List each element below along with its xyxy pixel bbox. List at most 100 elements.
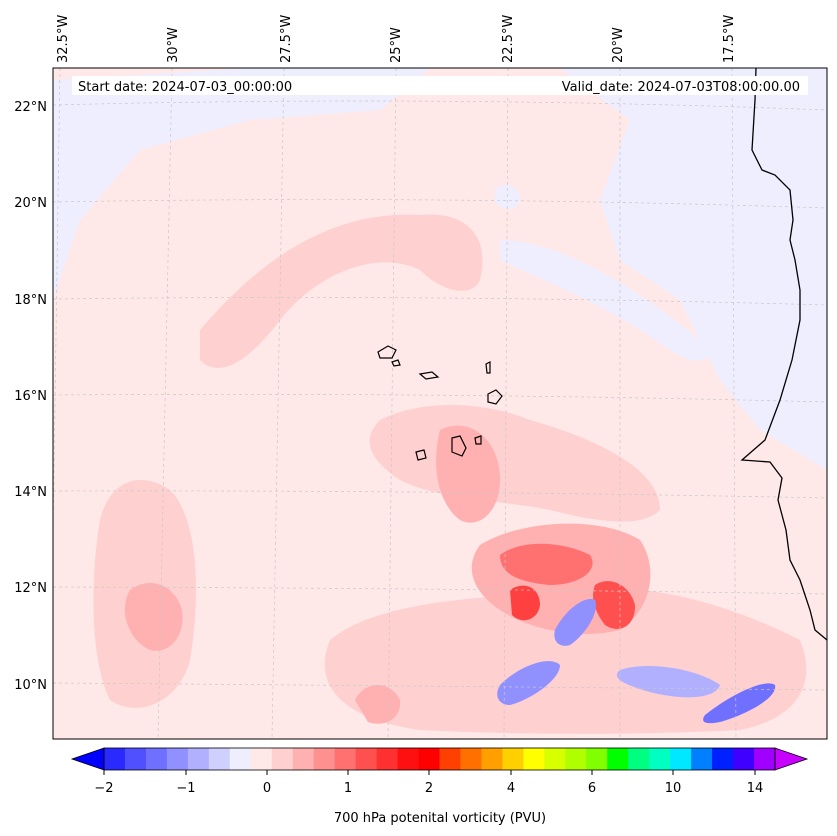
colorbar-cell bbox=[460, 748, 482, 770]
colorbar-tick-label: 6 bbox=[588, 781, 596, 796]
colorbar-tick-label: 1 bbox=[344, 781, 352, 796]
pv-field bbox=[53, 68, 827, 734]
island-maio bbox=[474, 435, 482, 445]
colorbar-cell bbox=[229, 748, 252, 770]
lon-label: 20°W bbox=[611, 27, 626, 63]
colorbar-tick-label: 4 bbox=[507, 781, 515, 796]
lat-label: 16°N bbox=[14, 389, 47, 404]
coastline-west-africa bbox=[740, 67, 828, 641]
colorbar-tick-label: 0 bbox=[263, 781, 271, 796]
valid-date-label: Valid_date: 2024-07-03T08:00:00.00 bbox=[562, 80, 800, 95]
gridline-lat-12 bbox=[53, 586, 827, 595]
gridlines bbox=[53, 68, 827, 739]
map-frame bbox=[52, 67, 828, 740]
pv-negative-streak-3 bbox=[703, 683, 776, 724]
colorbar-cell bbox=[355, 748, 378, 770]
colorbar-cell bbox=[124, 748, 147, 770]
pv-core-center bbox=[510, 585, 540, 621]
colorbar-cell bbox=[712, 748, 734, 770]
colorbar-cell bbox=[649, 748, 671, 770]
lon-label: 27.5°W bbox=[279, 15, 294, 63]
gridline-lon-225 bbox=[503, 68, 509, 739]
island-santiago bbox=[451, 435, 467, 457]
gridline-lon-30 bbox=[157, 68, 173, 739]
colorbar-cell bbox=[145, 748, 168, 770]
lat-label: 18°N bbox=[14, 293, 47, 308]
colorbar-extend-low bbox=[70, 747, 105, 771]
map-panel: Start date: 2024-07-03_00:00:00 Valid_da… bbox=[52, 67, 828, 740]
island-sal bbox=[485, 361, 491, 374]
colorbar-cell bbox=[376, 748, 399, 770]
lat-label: 12°N bbox=[14, 581, 47, 596]
gridline-lon-275 bbox=[271, 68, 285, 739]
colorbar-cell bbox=[271, 748, 294, 770]
colorbar-cell bbox=[418, 748, 440, 770]
colorbar-extend-high bbox=[774, 747, 809, 771]
pv-core-east bbox=[593, 581, 636, 629]
colorbar-tick-label: 14 bbox=[747, 781, 764, 796]
colorbar-tick-label: 2 bbox=[425, 781, 433, 796]
cape-verde-islands bbox=[377, 345, 503, 461]
lat-label: 22°N bbox=[14, 100, 47, 115]
gridline-lat-14 bbox=[53, 490, 827, 499]
pv-cell-west bbox=[124, 582, 183, 651]
colorbar-cell bbox=[544, 748, 566, 770]
gridline-lat-18 bbox=[53, 297, 827, 306]
colorbar-cell bbox=[607, 748, 629, 770]
colorbar-cell bbox=[670, 748, 692, 770]
colorbar-cell bbox=[334, 748, 357, 770]
colorbar-cells bbox=[104, 748, 776, 770]
gridline-lon-25 bbox=[387, 68, 397, 739]
island-sao-vicente bbox=[391, 359, 401, 367]
island-fogo bbox=[415, 449, 427, 461]
lon-label: 17.5°W bbox=[722, 15, 737, 63]
island-boa-vista bbox=[487, 389, 503, 405]
pv-region-negative-nw bbox=[53, 68, 430, 300]
pv-negative-streak-4 bbox=[616, 665, 720, 698]
lon-label: 22.5°W bbox=[501, 15, 516, 63]
lon-label: 32.5°W bbox=[56, 15, 71, 63]
colorbar-cell bbox=[439, 748, 461, 770]
colorbar-cell bbox=[628, 748, 650, 770]
colorbar-tick-label: −1 bbox=[176, 781, 195, 796]
colorbar-cell bbox=[523, 748, 545, 770]
colorbar-cell bbox=[502, 748, 524, 770]
lat-label: 14°N bbox=[14, 485, 47, 500]
colorbar-cell bbox=[691, 748, 713, 770]
colorbar-cell bbox=[208, 748, 231, 770]
pv-band-north bbox=[200, 214, 483, 368]
start-date-label: Start date: 2024-07-03_00:00:00 bbox=[78, 80, 292, 95]
pv-region-negative-ne bbox=[560, 68, 827, 470]
pv-core-north bbox=[500, 543, 593, 585]
colorbar-label: 700 hPa potenital vorticity (PVU) bbox=[334, 811, 546, 826]
lat-label: 20°N bbox=[14, 196, 47, 211]
colorbar-cell bbox=[565, 748, 587, 770]
colorbar: −2 −1 0 1 2 4 6 10 14 700 hPa potenital … bbox=[70, 747, 809, 826]
latitude-labels: 22°N 20°N 18°N 16°N 14°N 12°N 10°N bbox=[14, 100, 47, 693]
date-header-box bbox=[72, 76, 808, 95]
pv-negative-streak-2 bbox=[497, 661, 560, 705]
colorbar-cell bbox=[397, 748, 420, 770]
colorbar-ticks bbox=[103, 770, 756, 775]
pv-region-negative-band bbox=[500, 240, 709, 361]
colorbar-frame bbox=[103, 747, 776, 771]
lon-label: 25°W bbox=[389, 27, 404, 63]
colorbar-cell bbox=[104, 748, 126, 770]
colorbar-cell bbox=[313, 748, 336, 770]
pv-negative-streak-1 bbox=[554, 599, 596, 646]
longitude-labels: 32.5°W 30°W 27.5°W 25°W 22.5°W 20°W 17.5… bbox=[56, 15, 737, 63]
colorbar-cell bbox=[250, 748, 273, 770]
gridline-lon-175 bbox=[731, 68, 737, 739]
colorbar-tick-label: 10 bbox=[665, 781, 682, 796]
colorbar-cell bbox=[586, 748, 608, 770]
colorbar-cell bbox=[166, 748, 189, 770]
colorbar-cell bbox=[733, 748, 755, 770]
lat-label: 10°N bbox=[14, 678, 47, 693]
gridline-lat-22 bbox=[53, 100, 827, 111]
lon-label: 30°W bbox=[166, 27, 181, 63]
colorbar-tick-label: −2 bbox=[94, 781, 113, 796]
gridline-lat-16 bbox=[53, 393, 827, 403]
gridline-lat-10 bbox=[53, 682, 827, 691]
colorbar-cell bbox=[481, 748, 503, 770]
